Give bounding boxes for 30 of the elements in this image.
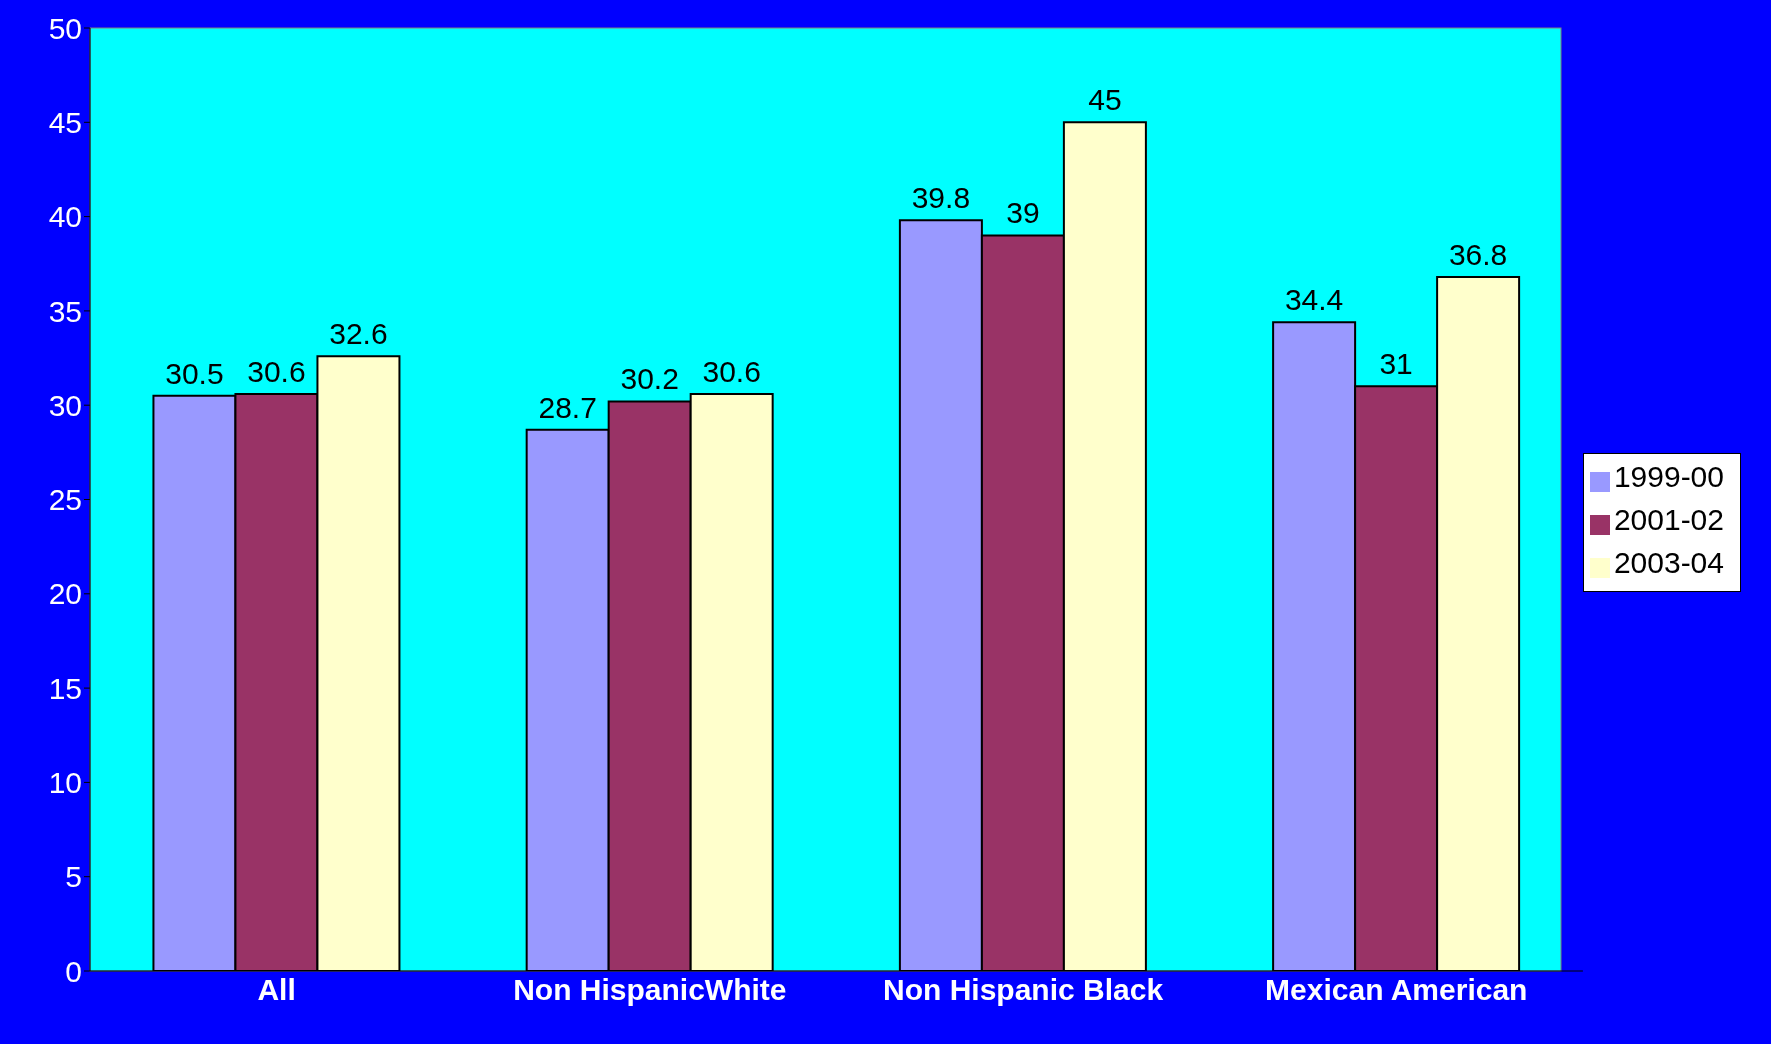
legend-label: 1999-00 [1613,459,1724,493]
y-tick-label: 30 [48,388,82,422]
data-label: 30.2 [620,362,679,396]
y-tick-label: 20 [48,577,82,611]
data-label: 28.7 [538,390,597,424]
y-tick-label: 40 [48,200,82,234]
data-label: 36.8 [1448,237,1508,271]
y-tick-label: 50 [48,11,82,45]
data-label: 30.6 [702,354,761,388]
y-tick-label: 15 [48,671,82,705]
data-label: 39.8 [911,181,971,215]
y-tick-label: 5 [65,860,82,894]
legend-label: 2003-04 [1613,545,1724,579]
data-label: 30.6 [247,354,306,388]
data-label: 34.4 [1284,283,1344,317]
y-tick-label: 45 [48,105,82,139]
data-label: 45 [1088,83,1122,117]
x-tick-label: Non HispanicWhite [513,973,787,1007]
data-label: 32.6 [329,317,388,351]
y-tick-label: 10 [48,766,82,800]
y-tick-label: 0 [65,954,82,988]
x-tick-label: Non Hispanic Black [883,973,1164,1007]
legend-label: 2001-02 [1613,502,1724,536]
y-tick-label: 25 [48,483,82,517]
x-tick-label: Mexican American [1265,973,1528,1007]
data-label: 30.5 [165,356,224,390]
y-tick-label: 35 [48,294,82,328]
data-label: 39 [1006,196,1040,230]
x-tick-label: All [257,973,296,1007]
data-label: 31 [1379,347,1413,381]
